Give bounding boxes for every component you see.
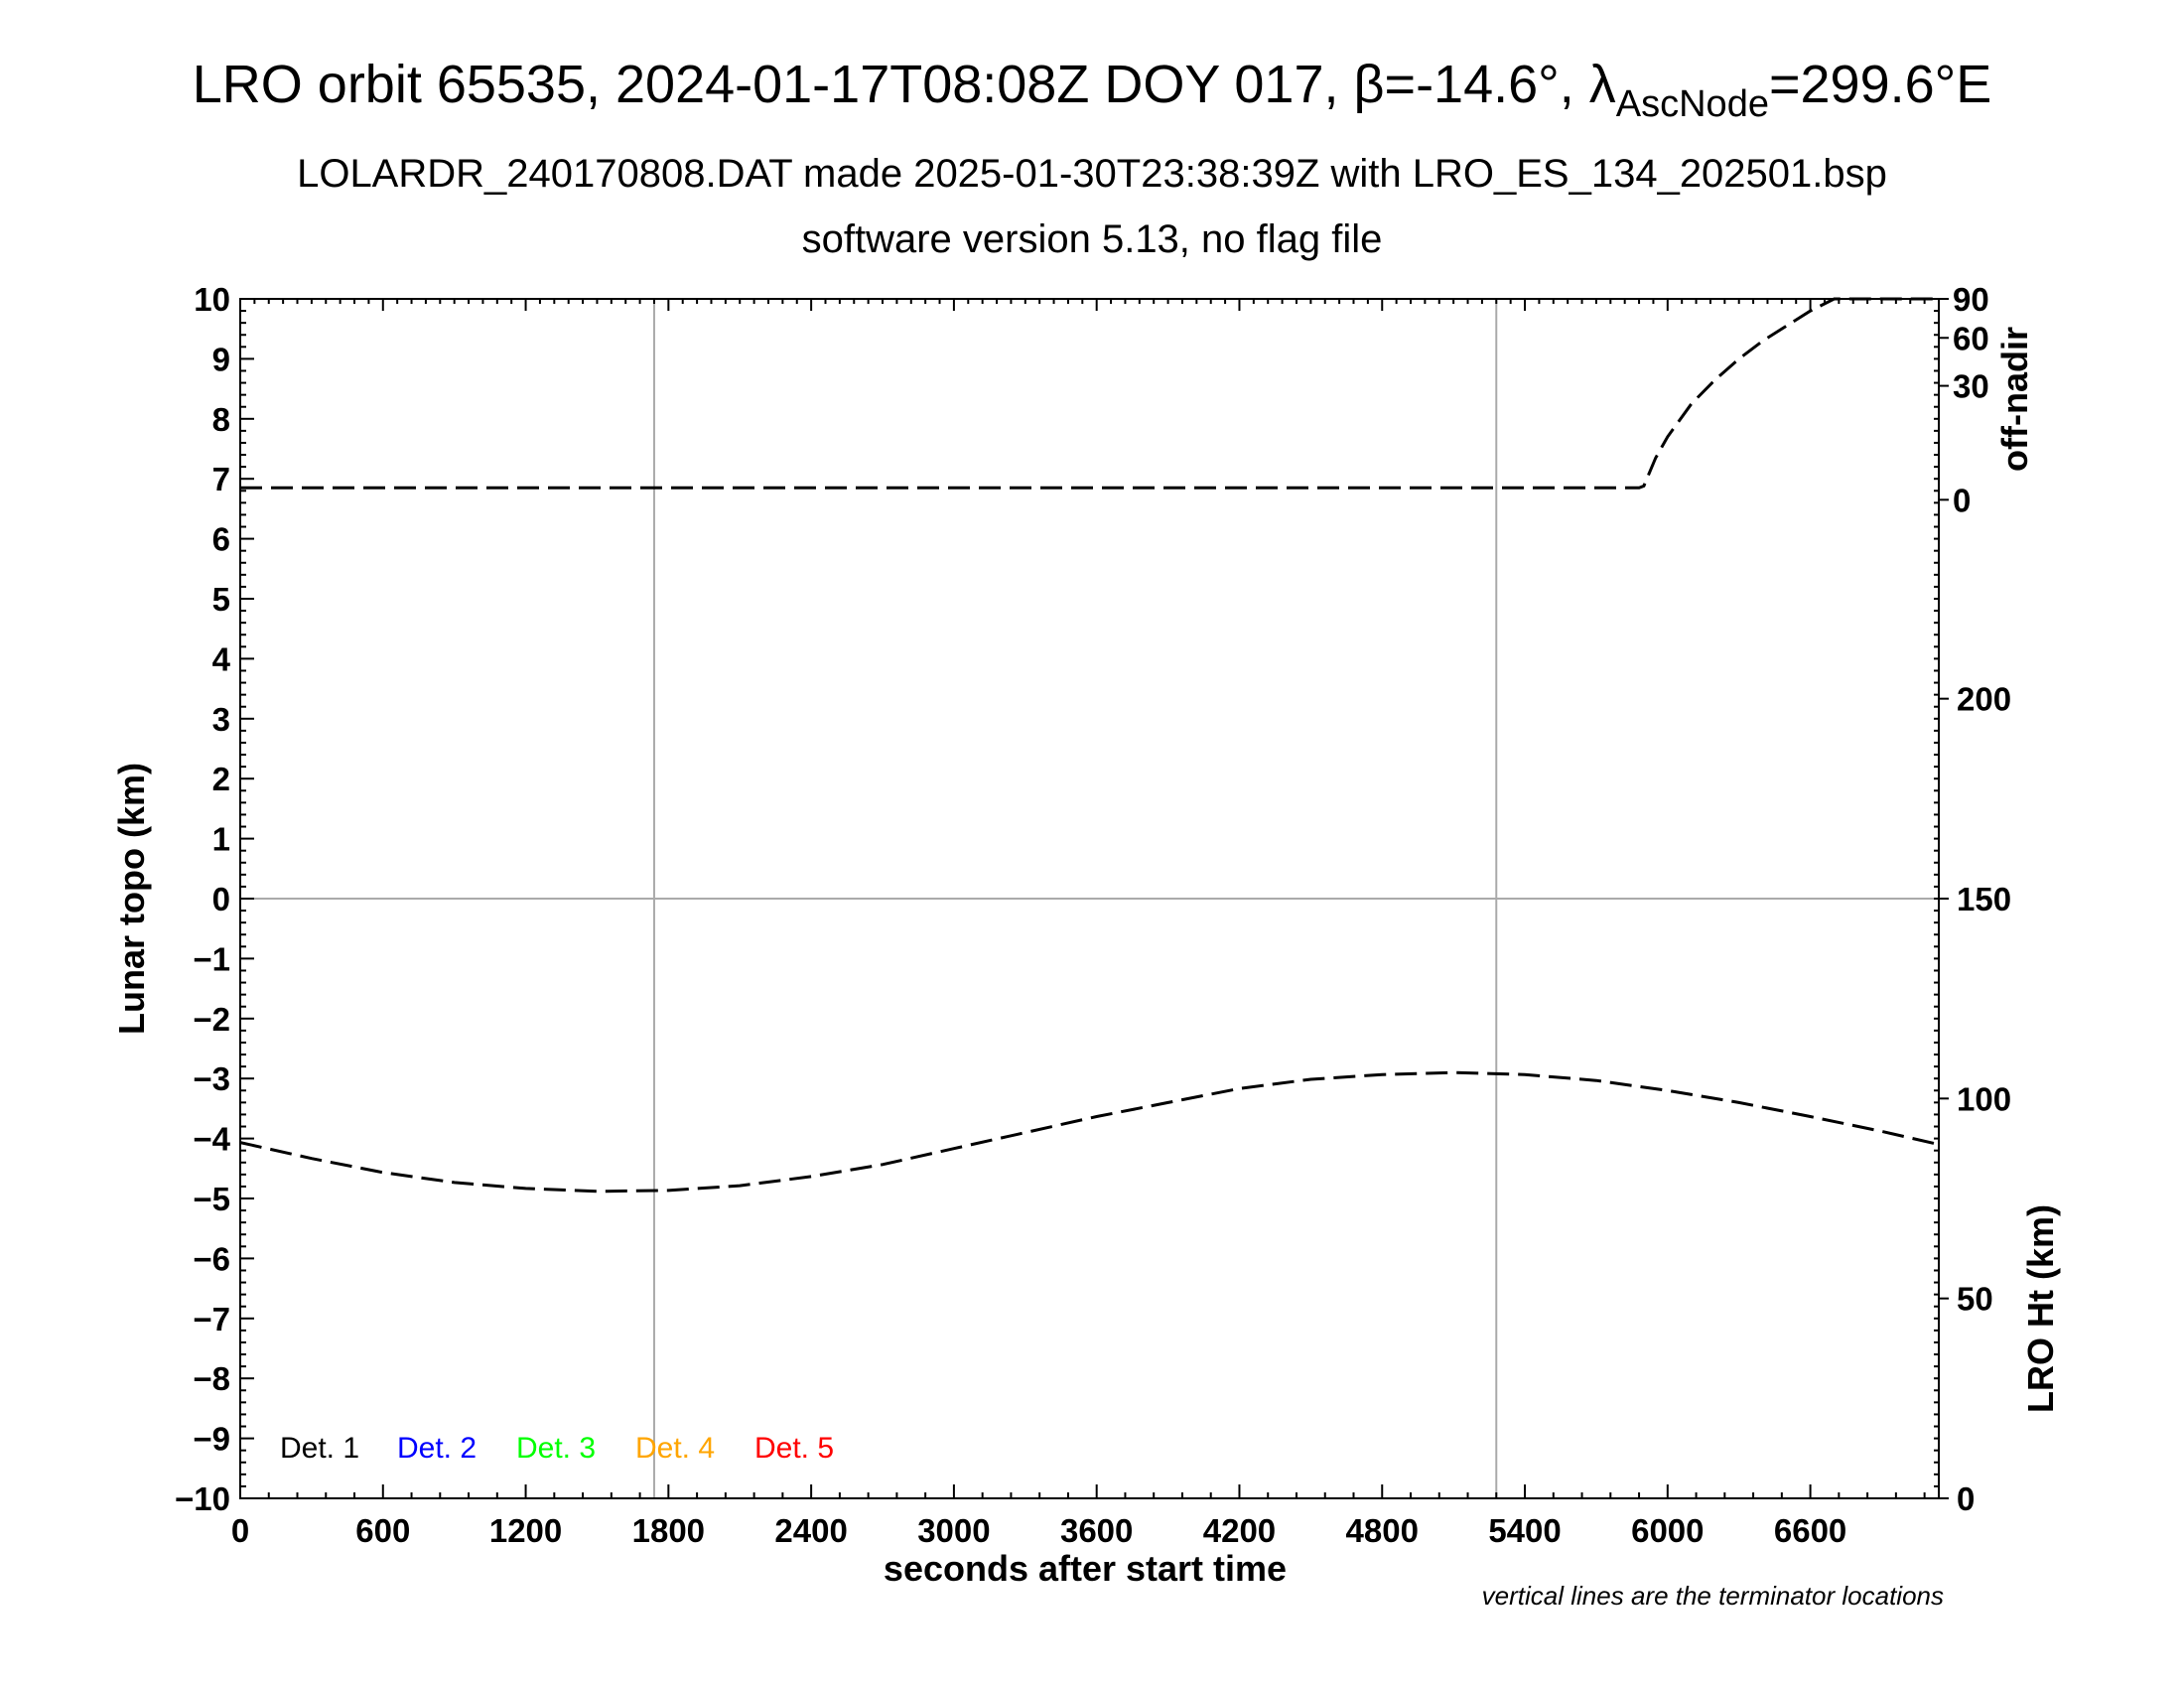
x-tick-label: 4800	[1346, 1512, 1419, 1549]
x-tick-label: 4200	[1203, 1512, 1276, 1549]
y-tick-label: 5	[212, 581, 230, 618]
y-tick-label: 7	[212, 461, 230, 497]
x-tick-label: 600	[355, 1512, 410, 1549]
legend-entry: Det. 2	[397, 1432, 477, 1465]
lro-ht-tick-label: 100	[1957, 1080, 2011, 1117]
x-tick-label: 6600	[1774, 1512, 1846, 1549]
off-nadir-tick-label: 0	[1953, 482, 1971, 518]
y-tick-label: 3	[212, 701, 230, 738]
x-tick-label: 3000	[917, 1512, 990, 1549]
x-tick-label: 0	[231, 1512, 249, 1549]
y-tick-label: −4	[193, 1121, 230, 1158]
y-tick-label: −6	[193, 1240, 230, 1277]
legend-entry: Det. 1	[280, 1432, 359, 1465]
y-tick-label: −10	[175, 1480, 230, 1517]
y-tick-label: 10	[194, 281, 230, 318]
y-tick-label: −9	[193, 1421, 230, 1458]
y-axis-label: Lunar topo (km)	[111, 763, 152, 1035]
right-top-axis-label: off-nadir	[1994, 327, 2035, 472]
x-tick-label: 3600	[1060, 1512, 1133, 1549]
chart-subtitle-1: LOLARDR_240170808.DAT made 2025-01-30T23…	[297, 152, 1887, 196]
y-tick-label: 9	[212, 341, 230, 377]
y-tick-label: −5	[193, 1181, 230, 1217]
y-tick-label: −2	[193, 1001, 230, 1038]
footnote: vertical lines are the terminator locati…	[1482, 1581, 1944, 1611]
legend-entry: Det. 4	[635, 1432, 715, 1465]
y-tick-label: −3	[193, 1060, 230, 1097]
series-line-lro-ht	[239, 1070, 1940, 1194]
right-bottom-axis-label: LRO Ht (km)	[2020, 1204, 2061, 1413]
y-tick-label: −8	[193, 1360, 230, 1397]
x-tick-label: 5400	[1488, 1512, 1561, 1549]
x-tick-label: 1800	[632, 1512, 705, 1549]
legend-entry: Det. 5	[754, 1432, 834, 1465]
y-tick-label: 0	[212, 881, 230, 917]
chart-title: LRO orbit 65535, 2024-01-17T08:08Z DOY 0…	[193, 55, 1992, 125]
plot-frame	[239, 298, 1940, 1499]
off-nadir-tick-label: 60	[1953, 320, 1989, 356]
legend-entry: Det. 3	[516, 1432, 596, 1465]
lro-ht-tick-label: 0	[1957, 1480, 1975, 1517]
y-tick-label: 1	[212, 821, 230, 858]
y-tick-label: 8	[212, 401, 230, 438]
off-nadir-tick-label: 90	[1953, 281, 1989, 318]
y-tick-label: 2	[212, 761, 230, 797]
x-tick-label: 6000	[1631, 1512, 1704, 1549]
y-tick-label: 4	[212, 640, 231, 677]
lro-ht-tick-label: 150	[1957, 881, 2011, 917]
off-nadir-tick-label: 30	[1953, 368, 1989, 405]
x-tick-label: 1200	[489, 1512, 562, 1549]
chart-subtitle-2: software version 5.13, no flag file	[802, 217, 1383, 261]
lro-ht-tick-label: 200	[1957, 681, 2011, 718]
series-line-off-nadir	[240, 297, 1939, 490]
y-tick-label: 6	[212, 521, 230, 558]
y-tick-label: −1	[193, 940, 230, 977]
x-axis-label: seconds after start time	[884, 1548, 1287, 1589]
y-tick-label: −7	[193, 1301, 230, 1337]
x-tick-label: 2400	[774, 1512, 847, 1549]
lro-ht-tick-label: 50	[1957, 1281, 1993, 1318]
